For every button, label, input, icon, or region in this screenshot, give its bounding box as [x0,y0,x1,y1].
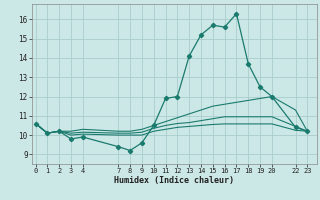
X-axis label: Humidex (Indice chaleur): Humidex (Indice chaleur) [115,176,234,185]
